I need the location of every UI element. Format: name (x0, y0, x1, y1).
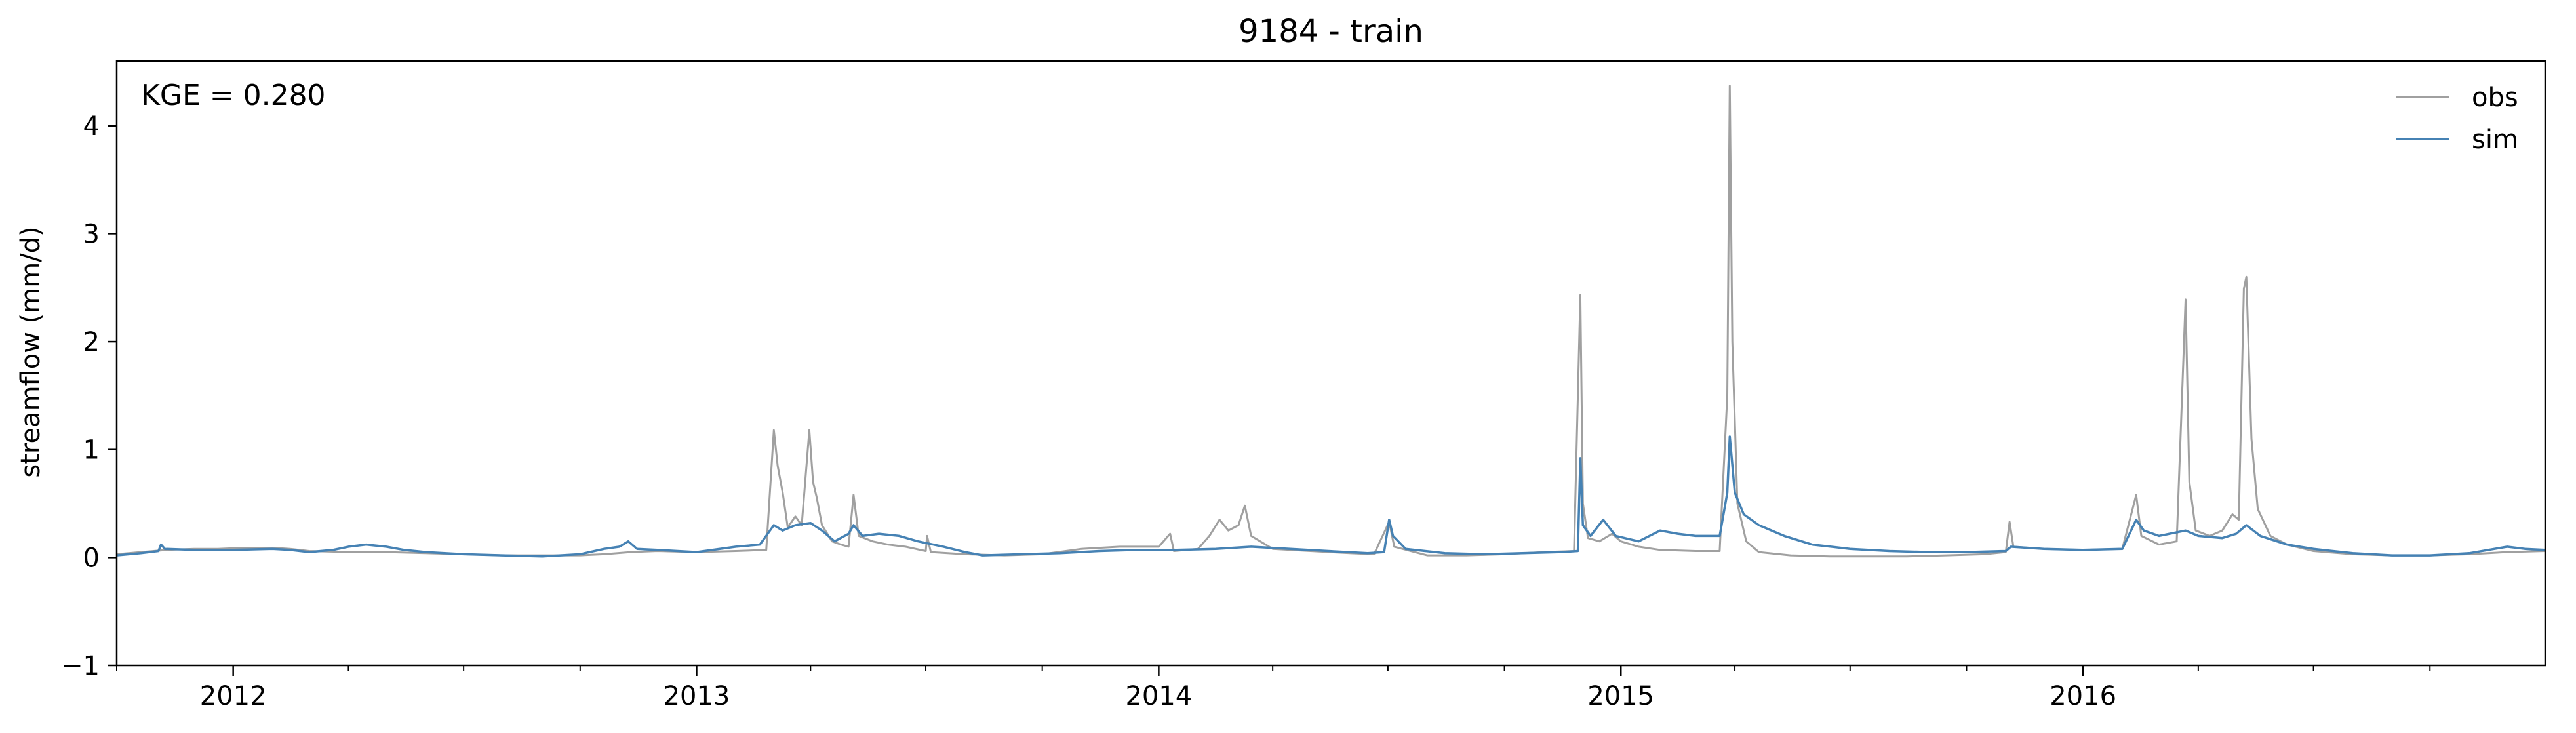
x-tick-label: 2014 (1125, 681, 1192, 711)
x-tick-label: 2015 (1587, 681, 1654, 711)
series-line-sim (116, 435, 2546, 558)
x-axis: 2012 2013 2014 2015 2016 (116, 665, 2431, 711)
y-axis: −1 0 1 2 3 4 (61, 111, 117, 681)
x-tick-label: 2013 (664, 681, 730, 711)
y-tick-label: 2 (83, 327, 100, 357)
y-axis-label: streamflow (mm/d) (16, 226, 46, 477)
plot-area (115, 60, 2546, 667)
chart-title: 9184 - train (1238, 13, 1423, 50)
plot-frame (115, 60, 2546, 667)
y-tick-label: 4 (83, 111, 100, 142)
x-tick-label: 2012 (200, 681, 267, 711)
y-tick-label: 0 (83, 543, 100, 573)
y-tick-label: 1 (83, 435, 100, 466)
legend-label-obs: obs (2472, 83, 2518, 113)
y-tick-label: −1 (61, 651, 100, 681)
x-tick-label: 2016 (2050, 681, 2116, 711)
legend-label-sim: sim (2472, 125, 2518, 155)
kge-annotation: KGE = 0.280 (141, 79, 326, 112)
y-tick-label: 3 (83, 219, 100, 249)
legend: obs sim (2396, 83, 2518, 155)
series-layer (116, 85, 2546, 558)
